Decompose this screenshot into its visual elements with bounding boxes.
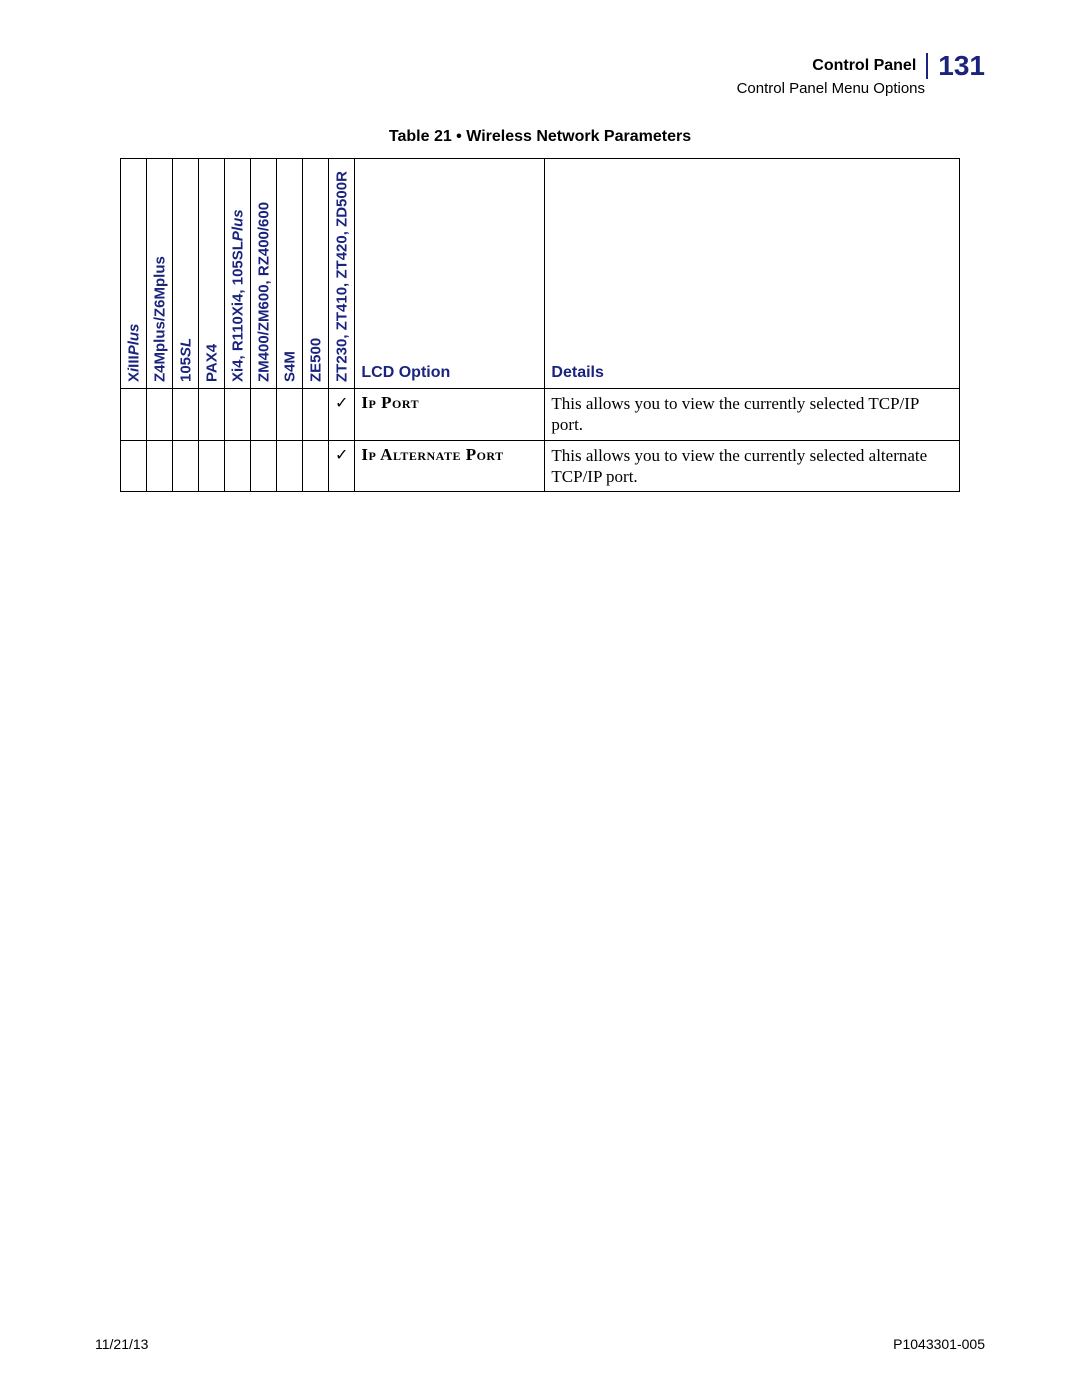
header-subsection: Control Panel Menu Options <box>737 80 985 97</box>
check-cell <box>251 440 277 492</box>
lcd-option-cell: Ip Alternate Port <box>355 440 545 492</box>
lcd-option-header: LCD Option <box>355 159 545 389</box>
parameters-table: XiIIIPlus Z4Mplus/Z6Mplus 105SL PAX4 Xi4… <box>120 158 960 492</box>
check-cell <box>225 440 251 492</box>
page-header: Control Panel 131 Control Panel Menu Opt… <box>737 50 985 97</box>
check-cell <box>277 440 303 492</box>
check-cell <box>173 440 199 492</box>
model-label: ZM400/ZM600, RZ400/600 <box>255 202 272 382</box>
model-col-header: XiIIIPlus <box>121 159 147 389</box>
model-label: XiIIIPlus <box>125 324 142 382</box>
model-label: ZT230, ZT410, ZT420, ZD500R <box>333 171 350 382</box>
check-cell <box>121 389 147 441</box>
check-cell <box>225 389 251 441</box>
header-section-title: Control Panel <box>812 53 928 79</box>
model-label: 105SL <box>177 338 194 382</box>
check-cell <box>173 389 199 441</box>
check-cell <box>199 440 225 492</box>
model-col-header: ZE500 <box>303 159 329 389</box>
model-col-header: Xi4, R110Xi4, 105SLPlus <box>225 159 251 389</box>
model-label: Xi4, R110Xi4, 105SLPlus <box>229 209 246 382</box>
check-cell <box>121 440 147 492</box>
details-cell: This allows you to view the currently se… <box>545 389 960 441</box>
check-cell <box>147 389 173 441</box>
details-cell: This allows you to view the currently se… <box>545 440 960 492</box>
table-title: Table 21 • Wireless Network Parameters <box>95 128 985 146</box>
table-row: ✓ Ip Port This allows you to view the cu… <box>121 389 960 441</box>
check-cell: ✓ <box>329 389 355 441</box>
model-col-header: 105SL <box>173 159 199 389</box>
model-label: Z4Mplus/Z6Mplus <box>151 256 168 382</box>
page-number: 131 <box>928 50 985 82</box>
page: Control Panel 131 Control Panel Menu Opt… <box>0 0 1080 1397</box>
model-label: PAX4 <box>203 344 220 382</box>
check-cell <box>251 389 277 441</box>
details-header: Details <box>545 159 960 389</box>
check-cell <box>303 389 329 441</box>
footer-date: 11/21/13 <box>95 1336 148 1352</box>
model-col-header: Z4Mplus/Z6Mplus <box>147 159 173 389</box>
check-cell: ✓ <box>329 440 355 492</box>
lcd-option-cell: Ip Port <box>355 389 545 441</box>
model-col-header: S4M <box>277 159 303 389</box>
footer-doc-id: P1043301-005 <box>893 1336 985 1352</box>
check-cell <box>303 440 329 492</box>
check-cell <box>199 389 225 441</box>
table-header-row: XiIIIPlus Z4Mplus/Z6Mplus 105SL PAX4 Xi4… <box>121 159 960 389</box>
model-label: S4M <box>281 351 298 382</box>
model-col-header: ZM400/ZM600, RZ400/600 <box>251 159 277 389</box>
table-row: ✓ Ip Alternate Port This allows you to v… <box>121 440 960 492</box>
model-col-header: ZT230, ZT410, ZT420, ZD500R <box>329 159 355 389</box>
check-cell <box>147 440 173 492</box>
page-footer: 11/21/13 P1043301-005 <box>95 1336 985 1352</box>
header-row: Control Panel 131 <box>737 50 985 82</box>
check-cell <box>277 389 303 441</box>
model-label: ZE500 <box>307 338 324 382</box>
model-col-header: PAX4 <box>199 159 225 389</box>
